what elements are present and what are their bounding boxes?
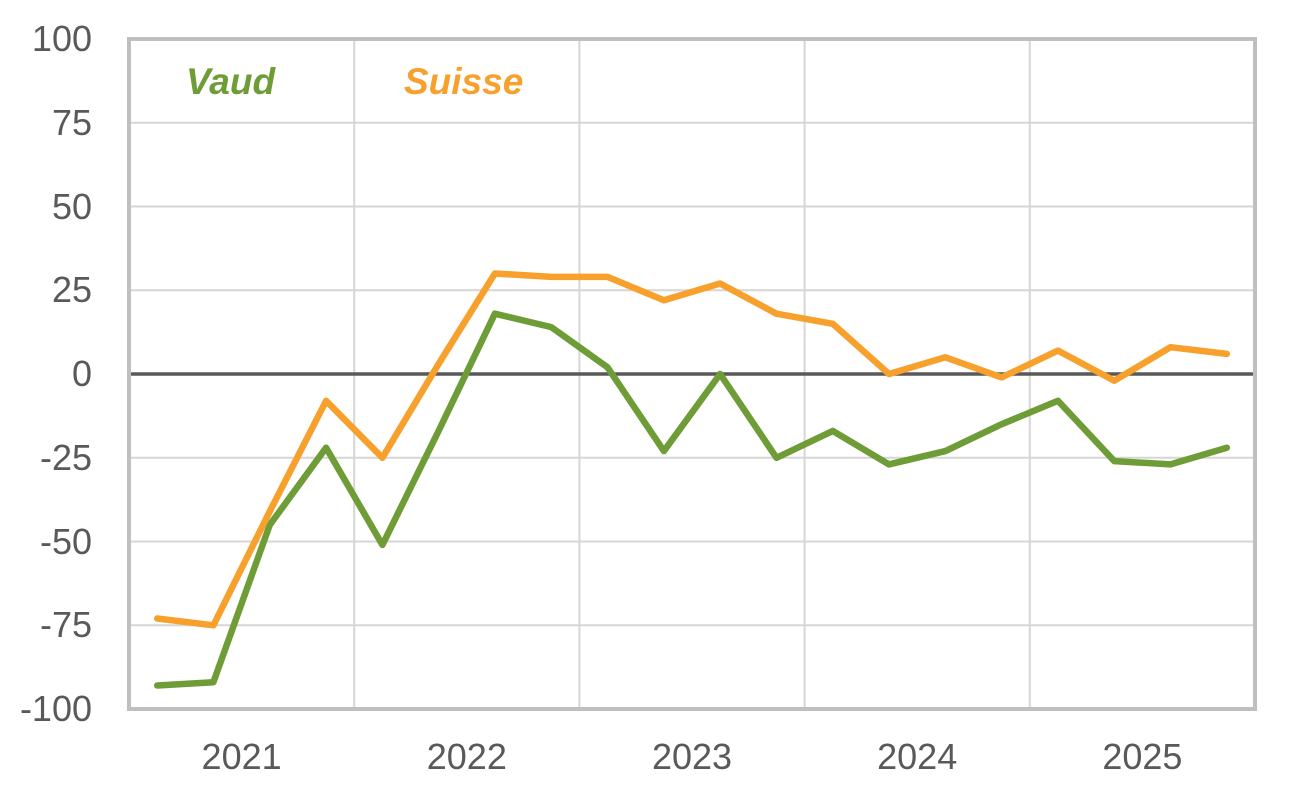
x-tick-label: 2022 bbox=[426, 736, 507, 777]
y-tick-label: -75 bbox=[39, 604, 92, 646]
legend-suisse: Suisse bbox=[404, 61, 524, 102]
x-tick-label: 2025 bbox=[1102, 736, 1183, 777]
y-tick-label: 25 bbox=[51, 269, 92, 311]
y-tick-label: 50 bbox=[51, 185, 92, 227]
x-tick-label: 2024 bbox=[877, 736, 958, 777]
x-tick-label: 2021 bbox=[201, 736, 282, 777]
plot-border bbox=[127, 37, 1257, 711]
y-tick-label: 100 bbox=[31, 18, 92, 59]
series-line-suisse bbox=[153, 270, 1231, 629]
legend-vaud: Vaud bbox=[186, 61, 276, 102]
y-tick-label: 75 bbox=[51, 101, 92, 143]
y-tick-label: -50 bbox=[39, 520, 92, 562]
y-tick-label: 0 bbox=[71, 353, 92, 394]
y-tick-label: -25 bbox=[39, 436, 92, 478]
y-tick-label: -100 bbox=[19, 688, 92, 729]
series-line-vaud bbox=[153, 310, 1231, 689]
x-tick-label: 2023 bbox=[651, 736, 733, 777]
